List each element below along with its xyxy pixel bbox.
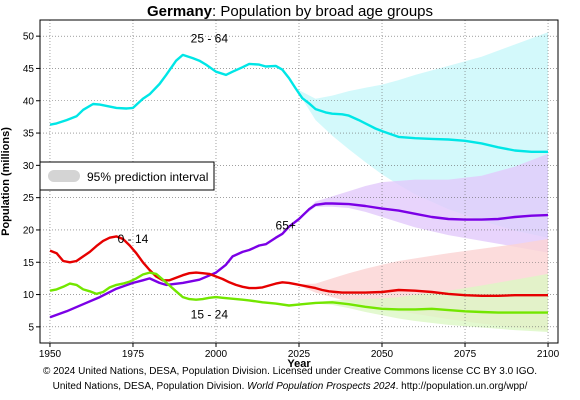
y-tick-label: 15: [23, 258, 35, 269]
series-label-15to24: 15 - 24: [191, 307, 229, 321]
credits-source: United Nations, DESA, Population Divisio…: [0, 379, 580, 394]
series-label-25to64: 25 - 64: [191, 32, 229, 46]
y-tick-label: 30: [23, 161, 35, 172]
axis-ticks: 1950 1975 2000 2025 2050 2075 2100510152025303…: [23, 32, 560, 360]
band-65plus: [295, 153, 548, 253]
y-tick-label: 40: [23, 96, 35, 107]
credits-source-org: United Nations, DESA, Population Divisio…: [52, 381, 248, 392]
y-tick-label: 50: [23, 32, 35, 43]
series-label-65plus: 65+: [276, 218, 296, 232]
chart-title: Germany: Population by broad age groups: [0, 3, 580, 20]
x-tick-label: 2025: [288, 349, 311, 360]
series-line-15to24: [49, 271, 548, 314]
legend: 95% prediction interval: [39, 161, 215, 191]
x-tick-label: 1950: [39, 349, 62, 360]
series-labels: 25 - 64 65+ 0 - 14 15 - 24: [118, 32, 296, 322]
chart-title-country: Germany: [146, 3, 213, 20]
legend-swatch-icon: [48, 170, 80, 182]
credits: © 2024 United Nations, DESA, Population …: [0, 364, 580, 394]
y-tick-label: 45: [23, 64, 35, 75]
x-tick-label: 1975: [122, 349, 145, 360]
y-tick-label: 25: [23, 193, 35, 204]
y-tick-label: 10: [23, 290, 35, 301]
x-tick-label: 2050: [371, 349, 394, 360]
y-tick-label: 35: [23, 129, 35, 140]
series-label-0to14: 0 - 14: [118, 232, 149, 246]
x-tick-label: 2100: [537, 349, 560, 360]
y-tick-label: 5: [28, 322, 34, 333]
x-tick-label: 2075: [454, 349, 477, 360]
credits-source-title: World Population Prospects 2024: [247, 381, 396, 392]
series-line-0to14: [49, 235, 548, 297]
legend-label: 95% prediction interval: [87, 170, 208, 184]
y-axis-label: Population (millions): [0, 127, 12, 236]
series-lines: [49, 53, 549, 319]
prediction-bands: [295, 32, 548, 332]
series-line-65plus: [49, 202, 549, 319]
y-tick-label: 20: [23, 225, 35, 236]
x-axis-label: Year: [287, 358, 311, 370]
x-tick-label: 2000: [205, 349, 228, 360]
credits-source-url: . http://population.un.org/wpp/: [395, 381, 528, 392]
grid: [40, 20, 558, 343]
credits-license: © 2024 United Nations, DESA, Population …: [42, 366, 538, 377]
chart-title-rest: : Population by broad age groups: [212, 3, 434, 20]
series-line-25to64: [49, 53, 548, 154]
band-15to24: [295, 273, 548, 332]
